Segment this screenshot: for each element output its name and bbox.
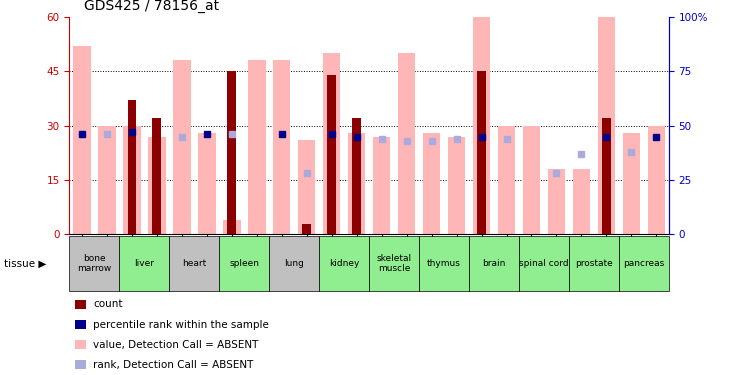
Bar [619, 236, 669, 291]
Bar [448, 136, 466, 234]
Text: pancreas: pancreas [624, 259, 664, 268]
Bar [75, 320, 86, 329]
Bar [648, 126, 665, 234]
Text: lung: lung [284, 259, 304, 268]
Text: rank, Detection Call = ABSENT: rank, Detection Call = ABSENT [94, 360, 254, 370]
Bar [198, 133, 216, 234]
Text: skeletal
muscle: skeletal muscle [376, 254, 412, 273]
Bar [423, 133, 440, 234]
Bar [398, 53, 415, 234]
Text: heart: heart [182, 259, 206, 268]
Bar [269, 236, 319, 291]
Bar [98, 126, 115, 234]
Text: value, Detection Call = ABSENT: value, Detection Call = ABSENT [94, 340, 259, 350]
Text: percentile rank within the sample: percentile rank within the sample [94, 320, 269, 330]
Text: liver: liver [135, 259, 154, 268]
Bar [523, 126, 540, 234]
Text: spleen: spleen [230, 259, 260, 268]
Bar [352, 118, 361, 234]
Bar [623, 133, 640, 234]
Text: prostate: prostate [575, 259, 613, 268]
Bar [298, 140, 316, 234]
Bar [227, 71, 236, 234]
Bar [73, 46, 91, 234]
Bar [419, 236, 469, 291]
Text: tissue ▶: tissue ▶ [4, 258, 46, 268]
Text: bone
marrow: bone marrow [77, 254, 112, 273]
Bar [369, 236, 419, 291]
Bar [69, 236, 119, 291]
Bar [119, 236, 170, 291]
Bar [569, 236, 619, 291]
Bar [75, 300, 86, 309]
Bar [273, 60, 290, 234]
Bar [519, 236, 569, 291]
Bar [170, 236, 219, 291]
Text: GDS425 / 78156_at: GDS425 / 78156_at [84, 0, 219, 13]
Bar [602, 118, 611, 234]
Bar [303, 224, 311, 234]
Bar [572, 169, 590, 234]
Bar [219, 236, 269, 291]
Bar [598, 0, 616, 234]
Bar [248, 60, 265, 234]
Bar [75, 340, 86, 349]
Bar [469, 236, 519, 291]
Bar [323, 53, 341, 234]
Text: spinal cord: spinal cord [519, 259, 569, 268]
Bar [127, 100, 136, 234]
Text: count: count [94, 300, 123, 309]
Bar [75, 360, 86, 369]
Bar [319, 236, 369, 291]
Text: kidney: kidney [329, 259, 360, 268]
Bar [123, 126, 140, 234]
Bar [498, 126, 515, 234]
Text: thymus: thymus [427, 259, 461, 268]
Text: brain: brain [482, 259, 506, 268]
Bar [348, 133, 366, 234]
Bar [373, 136, 390, 234]
Bar [548, 169, 565, 234]
Bar [223, 220, 240, 234]
Bar [477, 71, 486, 234]
Bar [148, 136, 166, 234]
Bar [473, 0, 491, 234]
Bar [153, 118, 162, 234]
Bar [173, 60, 191, 234]
Bar [327, 75, 336, 234]
